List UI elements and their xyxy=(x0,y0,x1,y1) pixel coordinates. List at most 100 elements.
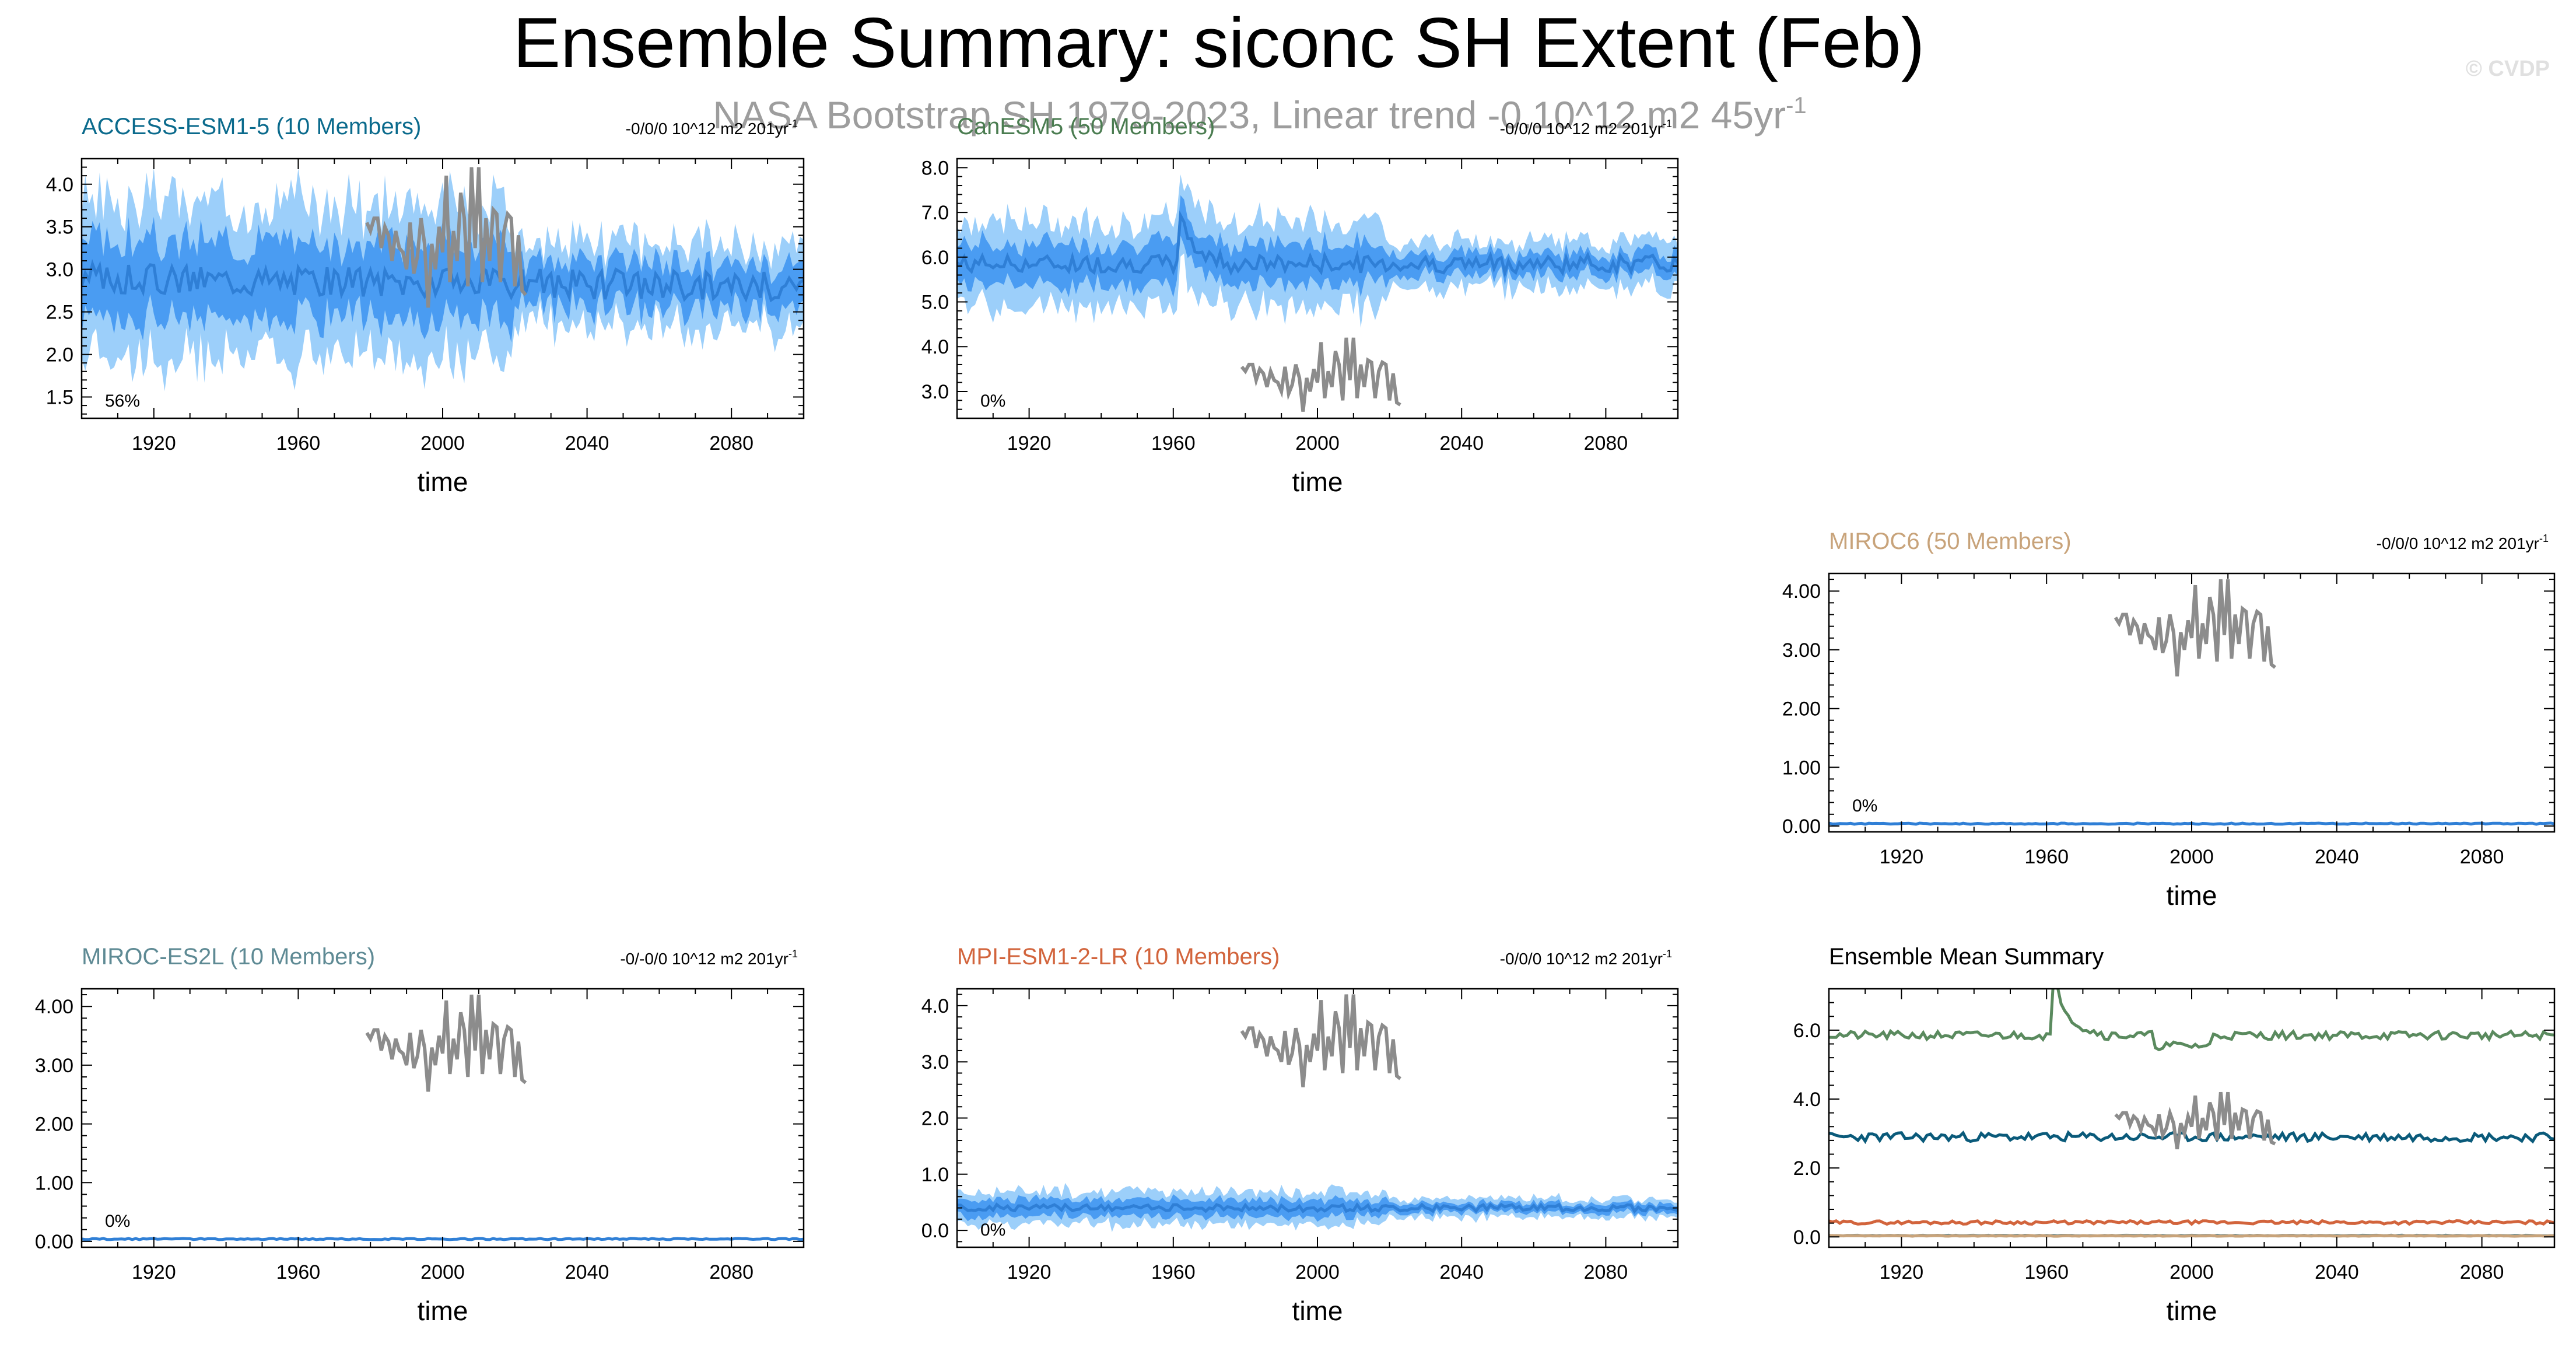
panel-title-access: ACCESS-ESM1-5 (10 Members) xyxy=(82,114,421,139)
figure-subtitle-main: NASA Bootstrap SH 1979-2023, Linear tren… xyxy=(713,93,1786,137)
x-tick-label: 2080 xyxy=(2460,846,2504,868)
x-tick-label: 2080 xyxy=(709,432,753,454)
panel-title-summary: Ensemble Mean Summary xyxy=(1829,944,2104,970)
panel-trend-access: -0/0/0 10^12 m2 201yr-1 xyxy=(626,118,798,138)
y-tick-label: 0.0 xyxy=(1793,1226,1821,1248)
x-tick-label: 2000 xyxy=(1295,432,1340,454)
x-tick-label: 1960 xyxy=(276,1261,321,1283)
observations-line xyxy=(2114,1091,2276,1150)
y-tick-label: 4.00 xyxy=(1782,580,1821,603)
panel-trend-sup: -1 xyxy=(1663,948,1672,960)
y-tick-label: 3.5 xyxy=(46,216,73,239)
percent-label: 0% xyxy=(105,1212,130,1231)
y-tick-label: 4.00 xyxy=(35,996,73,1018)
x-tick-label: 2000 xyxy=(420,432,465,454)
percent-label: 56% xyxy=(105,391,140,411)
y-tick-label: 6.0 xyxy=(921,247,949,269)
panel-trend-cesm: -0/0/0 10^12 m2 201yr-1 xyxy=(1500,118,1672,138)
y-tick-label: 3.00 xyxy=(1782,639,1821,662)
y-tick-label: 1.0 xyxy=(921,1164,949,1186)
panel-mirocesl: MIROC-ES2L (10 Members) -0/-0/0 10^12 m2 … xyxy=(35,944,805,1326)
x-tick-label: 2040 xyxy=(565,1261,609,1283)
panel-cesm: CanESM5 (50 Members) -0/0/0 10^12 m2 201y… xyxy=(921,114,1679,497)
series-line-mpi-esm1-2-lr xyxy=(1829,1219,2554,1226)
percent-label: 0% xyxy=(980,1220,1005,1240)
y-tick-label: 4.0 xyxy=(46,174,73,196)
series-line-canesm5 xyxy=(1829,989,2554,1052)
panel-trend-text: -0/0/0 10^12 m2 201yr xyxy=(1500,950,1663,968)
plot-area-miroc6 xyxy=(1829,579,2554,826)
figure-title: Ensemble Summary: siconc SH Extent (Feb) xyxy=(513,3,1925,82)
x-tick-label: 1920 xyxy=(1880,1261,1924,1283)
y-tick-label: 4.0 xyxy=(921,336,949,358)
panel-trend-text: -0/0/0 10^12 m2 201yr xyxy=(2377,534,2539,552)
panel-summary: Ensemble Mean Summary 1920 1960 2000 2040 208… xyxy=(1793,944,2556,1326)
panel-trend-miroc6: -0/0/0 10^12 m2 201yr-1 xyxy=(2377,533,2549,552)
y-tick-label: 2.00 xyxy=(1782,698,1821,720)
panel-title-cesm: CanESM5 (50 Members) xyxy=(957,114,1215,139)
panel-title-mirocesl: MIROC-ES2L (10 Members) xyxy=(82,944,375,970)
panel-miroc6: MIROC6 (50 Members) -0/0/0 10^12 m2 201yr… xyxy=(1782,529,2556,911)
plot-area-summary xyxy=(1829,989,2554,1238)
observations-line xyxy=(2114,579,2276,677)
y-tick-label: 0.00 xyxy=(35,1231,73,1253)
panel-title-mpi: MPI-ESM1-2-LR (10 Members) xyxy=(957,944,1280,970)
y-tick-label: 3.00 xyxy=(35,1055,73,1077)
panel-title-miroc6: MIROC6 (50 Members) xyxy=(1829,529,2072,554)
x-tick-label: 2080 xyxy=(2460,1261,2504,1283)
percent-label: 0% xyxy=(980,391,1005,411)
y-tick-label: 3.0 xyxy=(921,1051,949,1073)
x-tick-label: 1920 xyxy=(132,1261,176,1283)
y-tick-label: 6.0 xyxy=(1793,1020,1821,1042)
x-tick-label: 2040 xyxy=(565,432,609,454)
y-tick-label: 4.0 xyxy=(1793,1089,1821,1111)
y-tick-label: 1.5 xyxy=(46,387,73,409)
y-tick-label: 5.0 xyxy=(921,292,949,314)
observations-line xyxy=(1240,337,1401,412)
x-tick-label: 2040 xyxy=(1439,432,1484,454)
y-tick-label: 0.00 xyxy=(1782,816,1821,838)
x-axis-label: time xyxy=(418,1296,468,1326)
x-tick-label: 1920 xyxy=(1880,846,1924,868)
panel-trend-text: -0/0/0 10^12 m2 201yr xyxy=(626,120,788,138)
x-tick-label: 2040 xyxy=(1439,1261,1484,1283)
x-tick-label: 1960 xyxy=(1151,432,1196,454)
y-tick-label: 2.0 xyxy=(1793,1157,1821,1180)
observations-line xyxy=(365,167,527,308)
y-tick-label: 8.0 xyxy=(921,157,949,179)
panel-trend-sup: -1 xyxy=(2539,533,2549,544)
y-tick-label: 4.0 xyxy=(921,995,949,1017)
y-tick-label: 0.0 xyxy=(921,1220,949,1242)
y-tick-label: 1.00 xyxy=(1782,757,1821,779)
figure-subtitle: NASA Bootstrap SH 1979-2023, Linear tren… xyxy=(713,93,1806,137)
copyright-label: © CVDP xyxy=(2466,57,2550,81)
x-tick-label: 1920 xyxy=(1007,1261,1052,1283)
series-line-access-esm1-5 xyxy=(1829,1130,2554,1145)
x-axis-label: time xyxy=(2167,880,2217,911)
plot-frame-mirocesl xyxy=(80,988,805,1248)
panel-trend-sup: -1 xyxy=(788,948,798,960)
x-tick-label: 1920 xyxy=(132,432,176,454)
x-tick-label: 2000 xyxy=(2170,1261,2214,1283)
y-tick-label: 2.00 xyxy=(35,1114,73,1136)
y-tick-label: 2.0 xyxy=(46,344,73,366)
y-tick-label: 2.0 xyxy=(921,1108,949,1130)
figure-subtitle-sup: -1 xyxy=(1786,93,1807,118)
plot-area-cesm xyxy=(957,174,1678,412)
percent-label: 0% xyxy=(1852,796,1877,816)
x-tick-label: 2040 xyxy=(2315,846,2359,868)
plot-area-mirocesl xyxy=(82,994,804,1241)
x-axis-label: time xyxy=(1292,467,1343,497)
plot-frame-miroc6 xyxy=(1828,572,2556,833)
observations-line xyxy=(365,994,527,1092)
x-axis-label: time xyxy=(2167,1296,2217,1326)
x-tick-label: 1960 xyxy=(1151,1261,1196,1283)
ensemble-range-inner xyxy=(82,216,804,343)
x-tick-label: 2000 xyxy=(420,1261,465,1283)
ensemble-mean-line xyxy=(82,259,804,303)
x-tick-label: 1960 xyxy=(2024,1261,2069,1283)
panel-trend-mirocesl: -0/-0/0 10^12 m2 201yr-1 xyxy=(620,948,798,968)
y-tick-label: 3.0 xyxy=(46,259,73,281)
y-tick-label: 7.0 xyxy=(921,202,949,224)
